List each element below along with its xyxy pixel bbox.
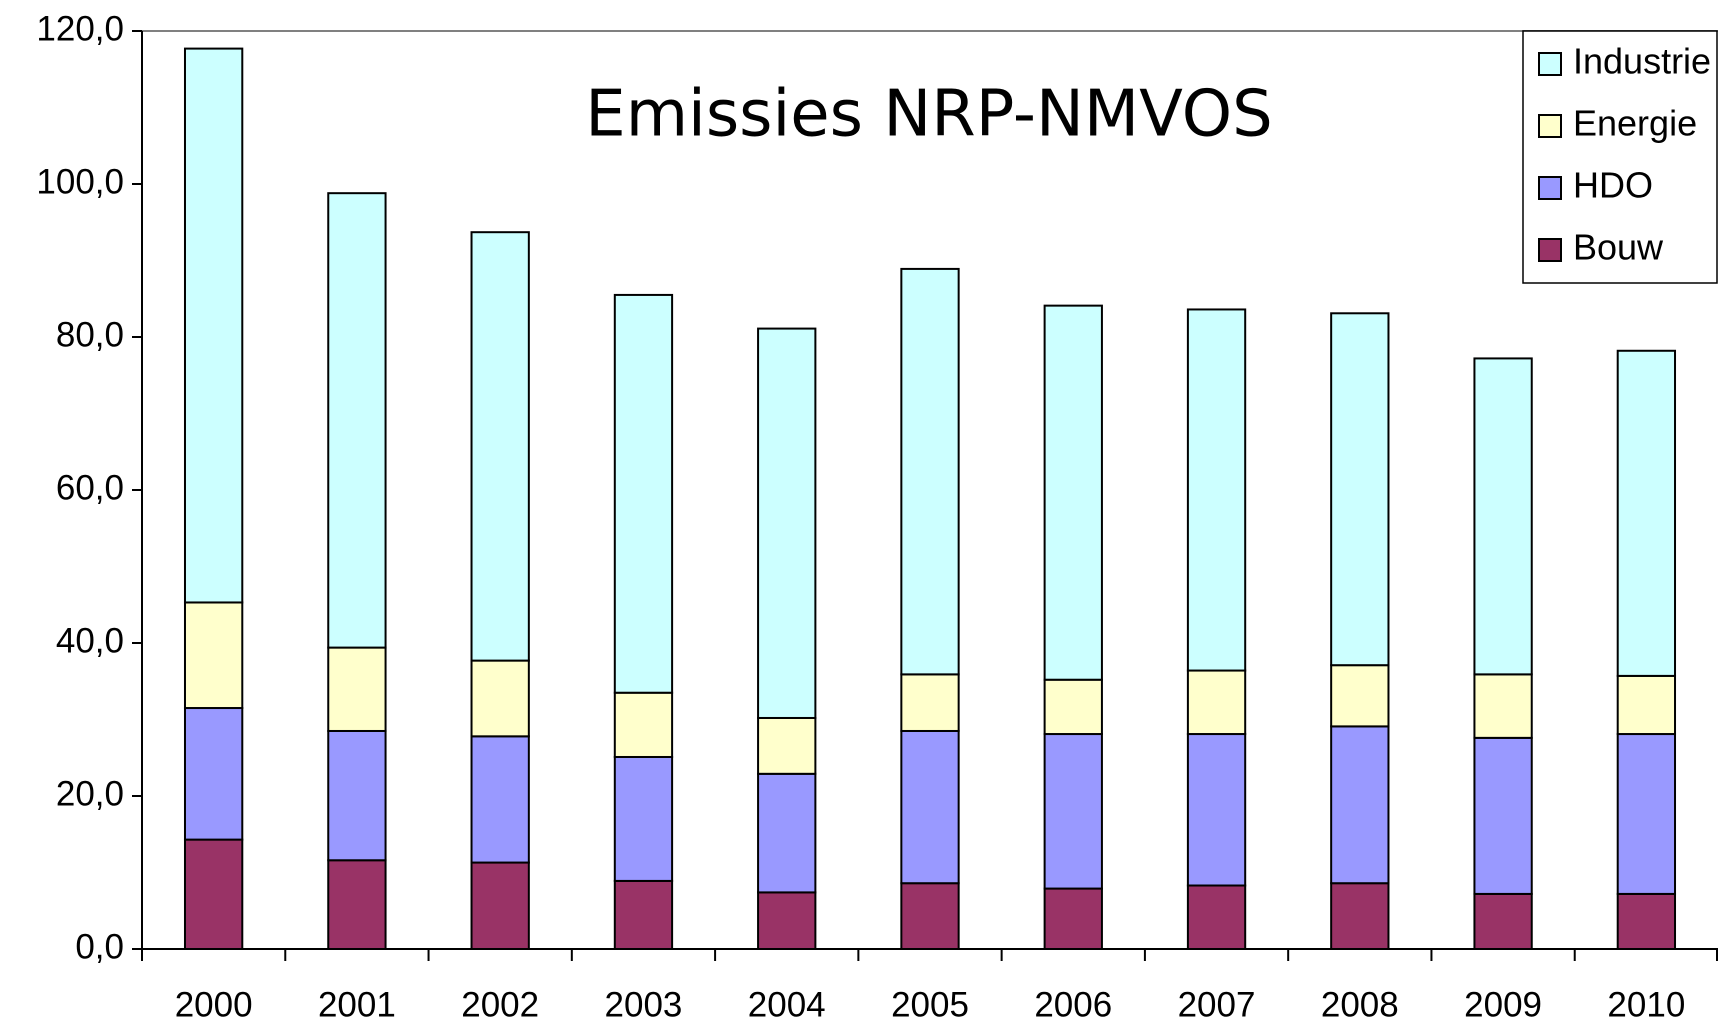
x-tick-label: 2005 xyxy=(891,985,969,1024)
y-tick-label: 0,0 xyxy=(75,927,124,966)
bar-segment xyxy=(1186,669,1247,736)
bar-segment xyxy=(1473,736,1533,895)
bar-segment xyxy=(900,882,960,951)
bar-segment xyxy=(1330,725,1390,885)
bar-segment xyxy=(327,646,387,732)
bar-segment xyxy=(1330,312,1390,667)
x-tick-label: 2000 xyxy=(175,985,253,1024)
x-tick-label: 2007 xyxy=(1178,985,1256,1024)
bar-segment xyxy=(1330,882,1390,951)
bar-segment xyxy=(613,755,674,882)
x-tick-label: 2002 xyxy=(461,985,539,1024)
legend-label: Energie xyxy=(1573,103,1697,144)
bar-segment xyxy=(1473,673,1533,739)
bar-segment xyxy=(1616,349,1677,677)
bar-segment xyxy=(613,293,674,694)
bar-segment xyxy=(470,861,530,950)
y-tick-label: 60,0 xyxy=(56,468,124,507)
bar-segment xyxy=(757,716,817,775)
y-tick-label: 120,0 xyxy=(36,9,124,48)
bar-segment xyxy=(1186,733,1247,887)
bar-segment xyxy=(1616,733,1677,895)
bar-segment xyxy=(470,659,530,738)
legend-swatch xyxy=(1538,114,1562,138)
bar-segment xyxy=(757,327,817,719)
bar-segment xyxy=(1043,304,1103,681)
bar-segment xyxy=(757,891,817,951)
legend-label: Industrie xyxy=(1573,41,1711,82)
bar-segment xyxy=(613,879,674,950)
x-tick-label: 2009 xyxy=(1464,985,1542,1024)
legend-swatch xyxy=(1538,176,1562,200)
bar-segment xyxy=(327,729,387,862)
legend-swatch xyxy=(1538,52,1562,76)
bar-segment xyxy=(900,267,960,676)
bar-segment xyxy=(1473,892,1533,950)
bar-segment xyxy=(183,601,244,710)
x-tick-label: 2004 xyxy=(748,985,826,1024)
bar-segment xyxy=(1330,664,1390,728)
bar-segment xyxy=(757,772,817,894)
legend-label: HDO xyxy=(1573,165,1653,206)
x-tick-label: 2001 xyxy=(318,985,396,1024)
bar-segment xyxy=(900,673,960,732)
x-tick-label: 2006 xyxy=(1034,985,1112,1024)
bar-segment xyxy=(613,691,674,758)
y-tick-label: 100,0 xyxy=(36,162,124,201)
bar-segment xyxy=(1043,733,1103,890)
bar-segment xyxy=(183,707,244,841)
bar-segment xyxy=(1186,308,1247,672)
bar-segment xyxy=(470,231,530,662)
y-tick-label: 80,0 xyxy=(56,315,124,354)
bar-segment xyxy=(327,859,387,951)
bar-segment xyxy=(1043,678,1103,736)
x-tick-label: 2008 xyxy=(1321,985,1399,1024)
x-tick-label: 2010 xyxy=(1607,985,1685,1024)
bar-segment xyxy=(1616,674,1677,736)
bar-segment xyxy=(1186,884,1247,951)
chart-title: Emissies NRP-NMVOS xyxy=(585,78,1272,152)
bar-segment xyxy=(1473,357,1533,676)
y-tick-label: 40,0 xyxy=(56,621,124,660)
bar-segment xyxy=(183,838,244,950)
bar-segment xyxy=(470,735,530,864)
bar-segment xyxy=(1616,892,1677,950)
legend-swatch xyxy=(1538,238,1562,262)
bar-segment xyxy=(1043,887,1103,951)
bar-segment xyxy=(900,729,960,885)
y-tick-label: 20,0 xyxy=(56,774,124,813)
bar-segment xyxy=(183,47,244,604)
legend-label: Bouw xyxy=(1573,227,1664,268)
bar-segment xyxy=(327,192,387,649)
x-tick-label: 2003 xyxy=(605,985,683,1024)
